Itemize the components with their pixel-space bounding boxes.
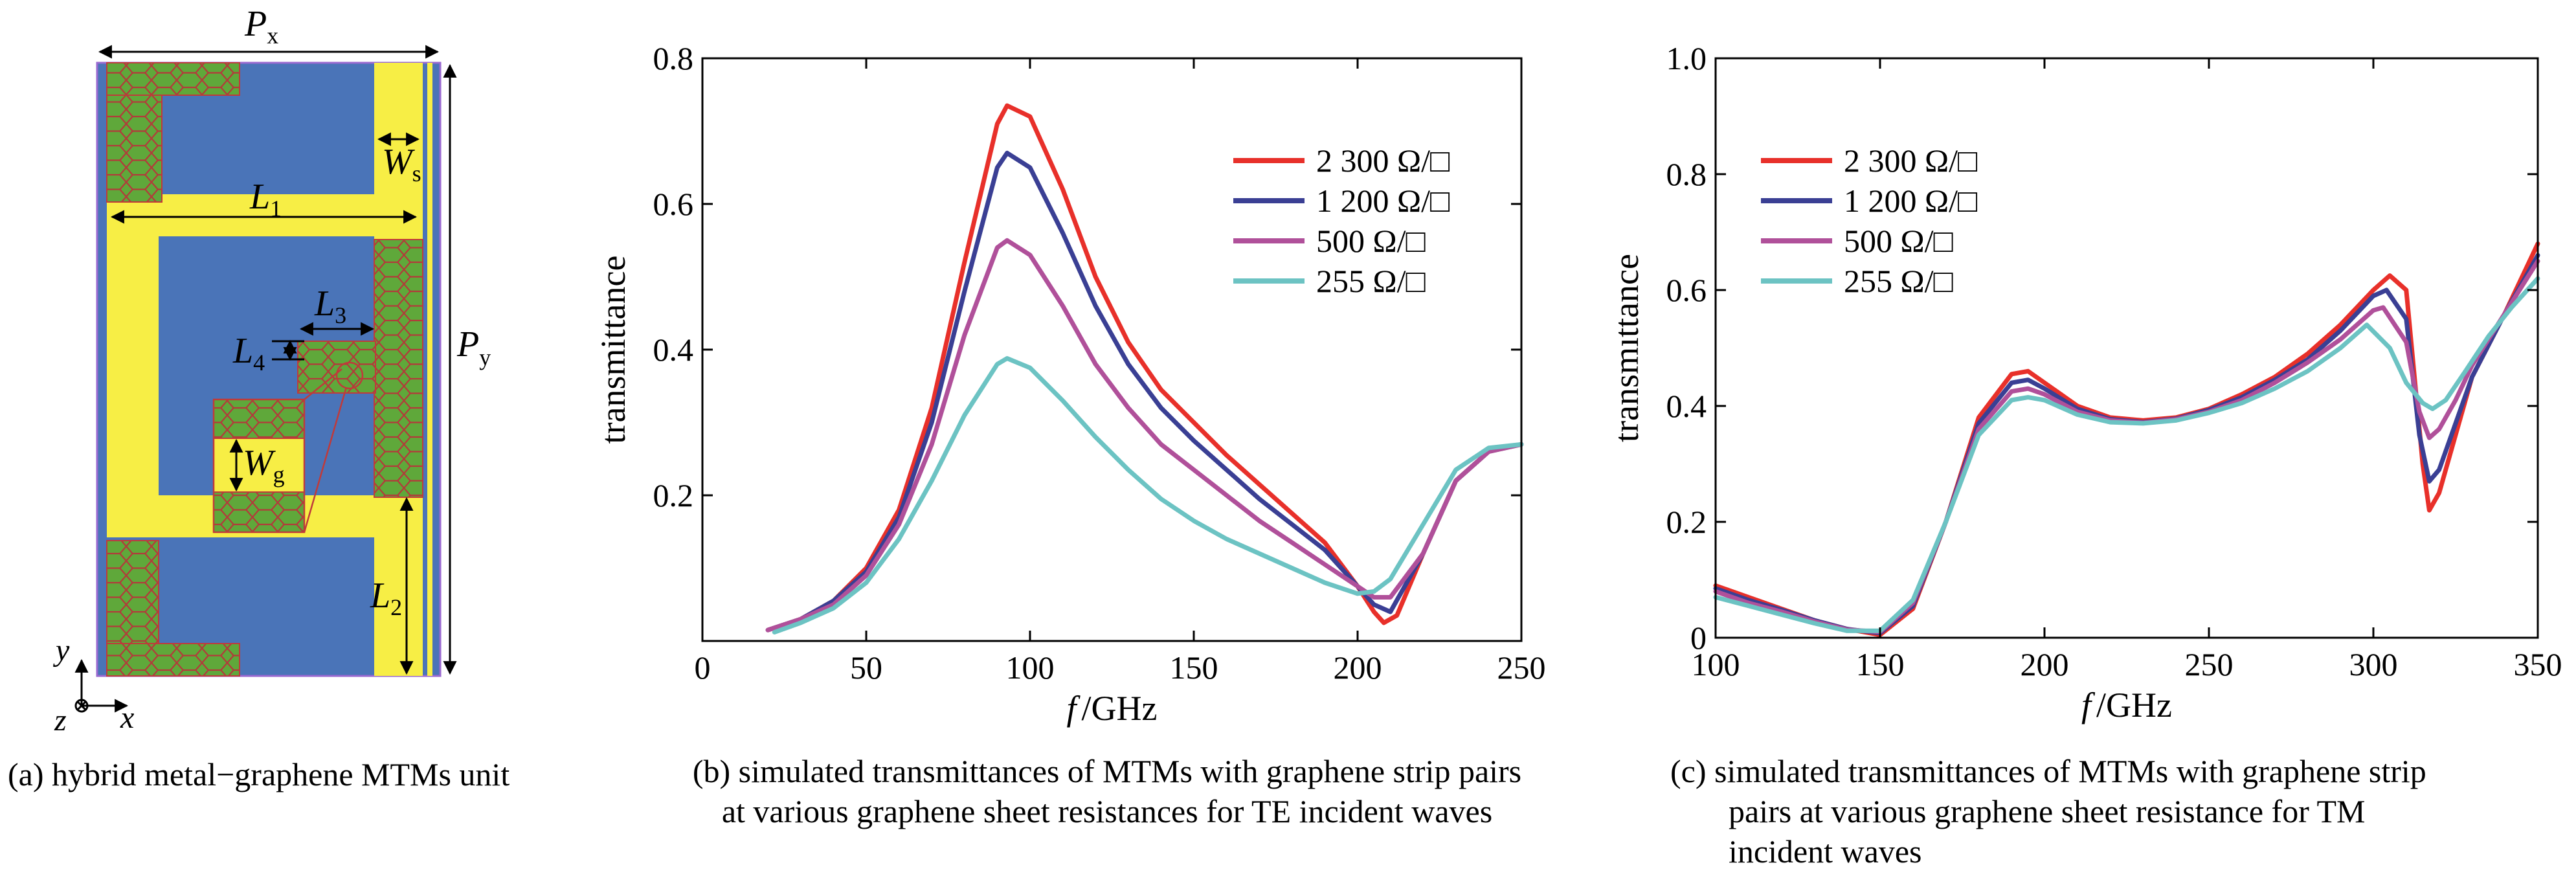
- label-ws: Ws: [382, 142, 421, 186]
- caption-c-line-3: incident waves: [1729, 833, 1922, 870]
- x-axis-label-italic: f: [2081, 686, 2096, 724]
- y-axis-label: transmittance: [594, 256, 633, 444]
- caption-c-line-1: (c) simulated transmittances of MTMs wit…: [1670, 753, 2426, 789]
- series-line-2: [1713, 258, 2540, 634]
- x-tick-label: 100: [1692, 646, 1740, 682]
- y-axis-label: transmittance: [1618, 254, 1646, 442]
- legend-label-2: 500 Ω/□: [1316, 223, 1426, 259]
- series-line-3: [1713, 276, 2540, 633]
- x-axis-label: f/GHz: [1067, 689, 1158, 728]
- x-tick-label: 350: [2514, 646, 2562, 682]
- caption-a: (a) hybrid metal−graphene MTMs unit: [8, 754, 510, 794]
- caption-b-line-1: (b) simulated transmittances of MTMs wit…: [692, 753, 1522, 789]
- series-line-1: [1713, 253, 2540, 636]
- axis-z-label: z: [54, 703, 67, 732]
- x-tick-label: 250: [2185, 646, 2234, 682]
- graphene-patches: [106, 62, 423, 677]
- unit-cell-diagram: Px Py L1 L2 L3 L4 Ws Wg y z x: [52, 4, 491, 737]
- legend-label-0: 2 300 Ω/□: [1844, 142, 1978, 179]
- x-tick-label: 250: [1497, 649, 1546, 686]
- series-line-0: [1713, 241, 2540, 637]
- y-tick-label: 0.4: [653, 331, 694, 368]
- panel-a: Px Py L1 L2 L3 L4 Ws Wg y z x (a) hybrid…: [0, 0, 583, 887]
- series-line-3: [772, 356, 1524, 634]
- panel-c: 100 150 200 250 300 350 0 0.2 0.4 0.6 0.8 1.0 f/GHz t…: [1607, 0, 2576, 887]
- y-tick-label: 0.6: [653, 186, 694, 222]
- label-wg: Wg: [243, 443, 285, 488]
- caption-b: (b) simulated transmittances of MTMs wit…: [634, 751, 1580, 831]
- x-tick-label: 150: [1856, 646, 1905, 682]
- legend-label-1: 1 200 Ω/□: [1844, 183, 1978, 219]
- axis-x-label: x: [120, 701, 134, 732]
- label-l3: L3: [314, 284, 346, 328]
- legend-label-3: 255 Ω/□: [1316, 263, 1426, 299]
- series-line-2: [765, 238, 1524, 633]
- x-axis-label: f/GHz: [2081, 686, 2172, 724]
- x-axis-label-unit: /GHz: [2096, 686, 2172, 724]
- caption-c-line-2: pairs at various graphene sheet resistan…: [1729, 793, 2366, 829]
- caption-c: (c) simulated transmittances of MTMs wit…: [1670, 751, 2426, 871]
- zoom-outline: [212, 361, 364, 533]
- label-l1: L1: [249, 177, 282, 221]
- y-tick-label: 0.8: [653, 40, 694, 76]
- y-tick-label: 0.4: [1666, 388, 1707, 424]
- axis-y-label: y: [52, 633, 70, 668]
- label-l4: L4: [232, 331, 265, 376]
- x-axis-label-italic: f: [1067, 689, 1081, 728]
- label-py: Py: [456, 324, 491, 370]
- caption-a-line: (a) hybrid metal−graphene MTMs unit: [8, 756, 510, 792]
- x-tick-label: 300: [2349, 646, 2398, 682]
- y-tick-label: 0: [1690, 620, 1707, 656]
- series-line-1: [765, 150, 1524, 633]
- x-axis-label-unit: /GHz: [1082, 689, 1158, 728]
- y-tick-label: 1.0: [1666, 40, 1707, 76]
- chart-c: 100 150 200 250 300 350 0 0.2 0.4 0.6 0.8 1.0 f/GHz t…: [1607, 40, 2562, 724]
- x-tick-label: 150: [1170, 649, 1218, 686]
- dimension-lines: [98, 45, 457, 675]
- y-tick-label: 0.8: [1666, 156, 1707, 192]
- x-tick-label: 50: [850, 649, 882, 686]
- legend-label-2: 500 Ω/□: [1844, 223, 1954, 259]
- legend-label-3: 255 Ω/□: [1844, 263, 1954, 299]
- y-tick-label: 0.2: [1666, 504, 1707, 540]
- x-tick-label: 0: [695, 649, 711, 686]
- legend-label-1: 1 200 Ω/□: [1316, 183, 1450, 219]
- legend-label-0: 2 300 Ω/□: [1316, 142, 1450, 179]
- series-line-0: [765, 103, 1524, 633]
- x-tick-label: 200: [1334, 649, 1382, 686]
- plot-frame: [1714, 57, 2539, 639]
- x-tick-label: 100: [1006, 649, 1055, 686]
- label-px: Px: [244, 4, 278, 49]
- label-l2: L2: [370, 576, 402, 620]
- y-tick-label: 0.6: [1666, 272, 1707, 308]
- chart-b: 0 50 100 150 200 250 0.2 0.4 0.6 0.8 f/GHz transmit…: [594, 40, 1546, 728]
- x-tick-label: 200: [2021, 646, 2069, 682]
- panel-b: 0 50 100 150 200 250 0.2 0.4 0.6 0.8 f/GHz transmit…: [583, 0, 1644, 887]
- y-tick-label: 0.2: [653, 477, 694, 513]
- caption-b-line-2: at various graphene sheet resistances fo…: [721, 793, 1493, 829]
- coordinate-axes: [74, 658, 129, 713]
